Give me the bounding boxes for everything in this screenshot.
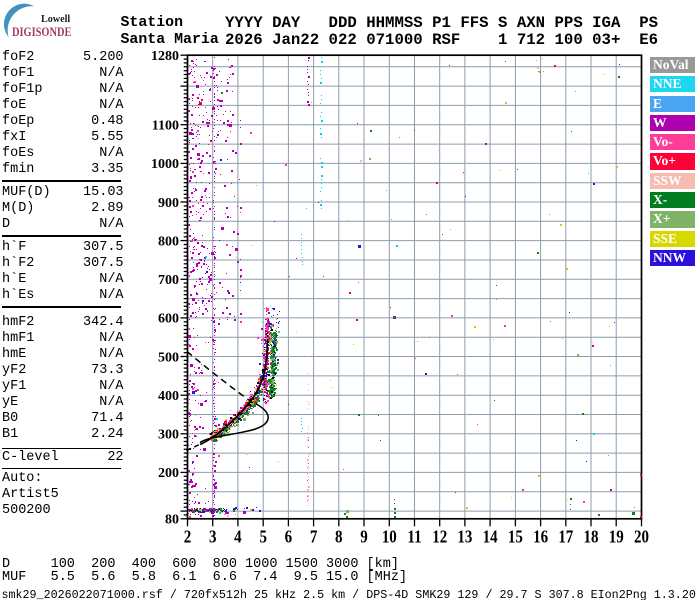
svg-text:700: 700 xyxy=(158,273,179,288)
svg-text:400: 400 xyxy=(158,389,179,404)
svg-text:6: 6 xyxy=(285,526,292,547)
svg-text:200: 200 xyxy=(158,466,179,481)
svg-text:10: 10 xyxy=(382,526,397,547)
svg-text:16: 16 xyxy=(533,526,548,547)
svg-text:800: 800 xyxy=(158,234,179,249)
svg-text:1280: 1280 xyxy=(151,49,179,64)
svg-text:80: 80 xyxy=(165,513,179,528)
svg-text:500: 500 xyxy=(158,350,179,365)
svg-text:20: 20 xyxy=(634,526,649,547)
svg-text:900: 900 xyxy=(158,196,179,211)
svg-text:15: 15 xyxy=(508,526,523,547)
svg-text:2: 2 xyxy=(184,526,191,547)
svg-text:1100: 1100 xyxy=(152,119,179,134)
svg-text:19: 19 xyxy=(609,526,624,547)
svg-text:300: 300 xyxy=(158,428,179,443)
svg-text:18: 18 xyxy=(584,526,599,547)
svg-text:9: 9 xyxy=(360,526,367,547)
svg-text:3: 3 xyxy=(209,526,216,547)
svg-text:600: 600 xyxy=(158,312,179,327)
svg-text:5: 5 xyxy=(259,526,266,547)
svg-text:8: 8 xyxy=(335,526,342,547)
svg-text:12: 12 xyxy=(432,526,447,547)
svg-text:11: 11 xyxy=(407,526,421,547)
svg-text:17: 17 xyxy=(558,526,573,547)
svg-text:13: 13 xyxy=(457,526,472,547)
svg-text:4: 4 xyxy=(234,526,241,547)
svg-text:1000: 1000 xyxy=(151,157,179,172)
svg-text:14: 14 xyxy=(483,526,498,547)
svg-text:7: 7 xyxy=(310,526,317,547)
